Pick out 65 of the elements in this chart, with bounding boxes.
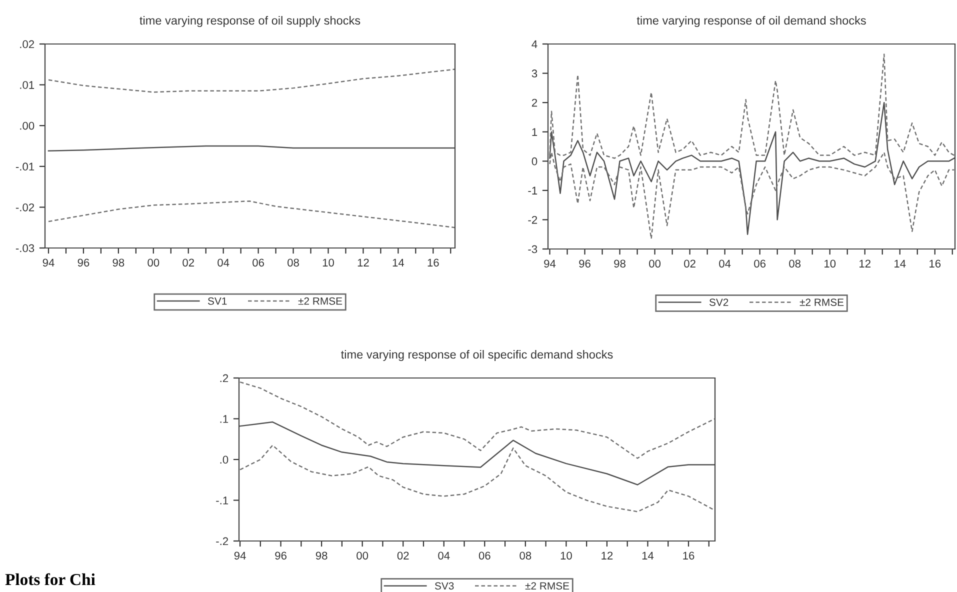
x-tick-label: 08 — [288, 258, 299, 267]
text: Plots for Chi — [5, 573, 96, 586]
x-tick-label: 04 — [719, 260, 731, 268]
chart-title: time varying response of oil supply shocks — [140, 16, 360, 28]
chart-title: time varying response of oil demand shocks — [636, 16, 866, 28]
y-tick-label: 2 — [532, 98, 538, 107]
x-tick-label: 96 — [78, 258, 90, 267]
x-tick-label: 14 — [642, 552, 654, 560]
y-tick-label: -1 — [528, 186, 538, 194]
x-tick-label: 14 — [392, 258, 404, 266]
legend-label: SV1 — [208, 297, 227, 305]
legend-label: SV3 — [434, 582, 454, 590]
x-tick-label: 12 — [358, 258, 369, 266]
legend-label: SV2 — [709, 298, 728, 306]
x-tick-label: 08 — [789, 260, 801, 268]
x-tick-label: 06 — [754, 260, 766, 268]
y-tick-label: .0 — [220, 456, 228, 464]
x-tick-label: 96 — [579, 260, 590, 268]
x-tick-label: 98 — [614, 260, 626, 268]
x-tick-label: 12 — [860, 260, 870, 268]
x-tick-label: 94 — [544, 260, 556, 268]
x-tick-label: 10 — [560, 552, 572, 560]
x-tick-label: 10 — [322, 258, 334, 267]
x-tick-label: 94 — [234, 552, 246, 560]
y-tick-label: -.01 — [16, 162, 34, 171]
x-tick-label: 10 — [824, 260, 836, 268]
x-tick-label: 00 — [356, 552, 368, 560]
y-tick-label: 3 — [532, 70, 538, 78]
y-tick-label: .00 — [20, 122, 34, 130]
y-tick-label: -3 — [528, 245, 538, 254]
y-tick-label: -.02 — [16, 203, 34, 212]
legend-label: ±2 RMSE — [298, 297, 342, 305]
legend-label: ±2 RMSE — [525, 582, 570, 590]
y-tick-label: .2 — [220, 374, 228, 382]
x-tick-label: 04 — [438, 552, 450, 560]
y-tick-label: 4 — [532, 40, 538, 48]
y-tick-label: .1 — [220, 415, 228, 423]
y-tick-label: 1 — [532, 128, 538, 136]
x-tick-label: 98 — [112, 258, 124, 267]
x-tick-label: 02 — [684, 260, 696, 268]
x-tick-label: 94 — [42, 258, 54, 267]
y-tick-label: .02 — [20, 40, 34, 48]
x-tick-label: 98 — [316, 552, 328, 560]
x-tick-label: 04 — [218, 258, 230, 267]
x-tick-label: 96 — [275, 552, 286, 560]
x-tick-label: 12 — [602, 552, 613, 560]
x-tick-label: 16 — [930, 260, 941, 268]
x-tick-label: 08 — [520, 552, 532, 560]
x-tick-label: 06 — [252, 258, 264, 267]
y-tick-label: 0 — [532, 157, 538, 166]
x-tick-label: 00 — [649, 260, 661, 268]
legend-label: ±2 RMSE — [800, 298, 844, 306]
x-tick-label: 00 — [148, 258, 160, 267]
chart-title: time varying response of oil specific demand shocks — [341, 350, 613, 362]
y-tick-label: -.1 — [216, 496, 228, 504]
x-tick-label: 06 — [478, 552, 490, 560]
x-tick-label: 14 — [894, 260, 906, 268]
y-tick-label: -.03 — [16, 244, 34, 252]
x-tick-label: 02 — [182, 258, 194, 267]
x-tick-label: 16 — [428, 258, 439, 267]
x-tick-label: 02 — [397, 552, 409, 560]
y-tick-label: -2 — [528, 216, 538, 224]
y-tick-label: -.2 — [216, 537, 228, 546]
x-tick-label: 16 — [683, 552, 694, 560]
y-tick-label: .01 — [20, 81, 34, 89]
